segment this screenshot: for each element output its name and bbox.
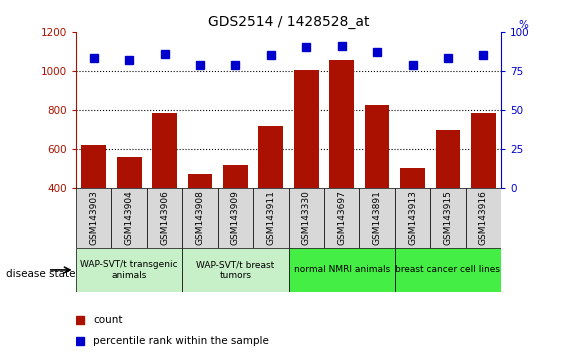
Bar bbox=[76, 248, 182, 292]
Text: percentile rank within the sample: percentile rank within the sample bbox=[93, 336, 269, 346]
Bar bbox=[395, 248, 501, 292]
Text: disease state: disease state bbox=[6, 269, 75, 279]
Bar bbox=[359, 188, 395, 248]
Text: WAP-SVT/t transgenic
animals: WAP-SVT/t transgenic animals bbox=[81, 260, 178, 280]
Bar bbox=[258, 126, 283, 266]
Bar bbox=[182, 248, 289, 292]
Text: breast cancer cell lines: breast cancer cell lines bbox=[395, 266, 501, 274]
Text: GSM143915: GSM143915 bbox=[444, 190, 453, 245]
Bar bbox=[223, 165, 248, 266]
Bar bbox=[117, 158, 141, 266]
Bar bbox=[187, 174, 212, 266]
Text: GSM143330: GSM143330 bbox=[302, 190, 311, 245]
Text: WAP-SVT/t breast
tumors: WAP-SVT/t breast tumors bbox=[196, 260, 275, 280]
Text: GSM143916: GSM143916 bbox=[479, 190, 488, 245]
Text: %: % bbox=[518, 20, 528, 30]
Bar bbox=[430, 188, 466, 248]
Text: GSM143903: GSM143903 bbox=[89, 190, 98, 245]
Bar bbox=[152, 113, 177, 266]
Bar bbox=[436, 130, 461, 266]
Bar bbox=[329, 60, 354, 266]
Bar bbox=[324, 188, 359, 248]
Bar bbox=[471, 113, 496, 266]
Bar bbox=[400, 168, 425, 266]
Bar bbox=[111, 188, 147, 248]
Bar bbox=[147, 188, 182, 248]
Title: GDS2514 / 1428528_at: GDS2514 / 1428528_at bbox=[208, 16, 369, 29]
Bar bbox=[395, 188, 430, 248]
Bar bbox=[81, 145, 106, 266]
Text: GSM143913: GSM143913 bbox=[408, 190, 417, 245]
Bar bbox=[218, 188, 253, 248]
Bar bbox=[76, 188, 111, 248]
Text: GSM143909: GSM143909 bbox=[231, 190, 240, 245]
Bar bbox=[365, 105, 390, 266]
Bar bbox=[294, 70, 319, 266]
Bar bbox=[289, 248, 395, 292]
Text: GSM143906: GSM143906 bbox=[160, 190, 169, 245]
Bar bbox=[182, 188, 218, 248]
Text: normal NMRI animals: normal NMRI animals bbox=[293, 266, 390, 274]
Text: GSM143891: GSM143891 bbox=[373, 190, 382, 245]
Bar bbox=[466, 188, 501, 248]
Text: GSM143904: GSM143904 bbox=[124, 190, 133, 245]
Text: GSM143911: GSM143911 bbox=[266, 190, 275, 245]
Text: count: count bbox=[93, 315, 123, 325]
Text: GSM143908: GSM143908 bbox=[195, 190, 204, 245]
Text: GSM143697: GSM143697 bbox=[337, 190, 346, 245]
Bar bbox=[253, 188, 289, 248]
Bar bbox=[289, 188, 324, 248]
